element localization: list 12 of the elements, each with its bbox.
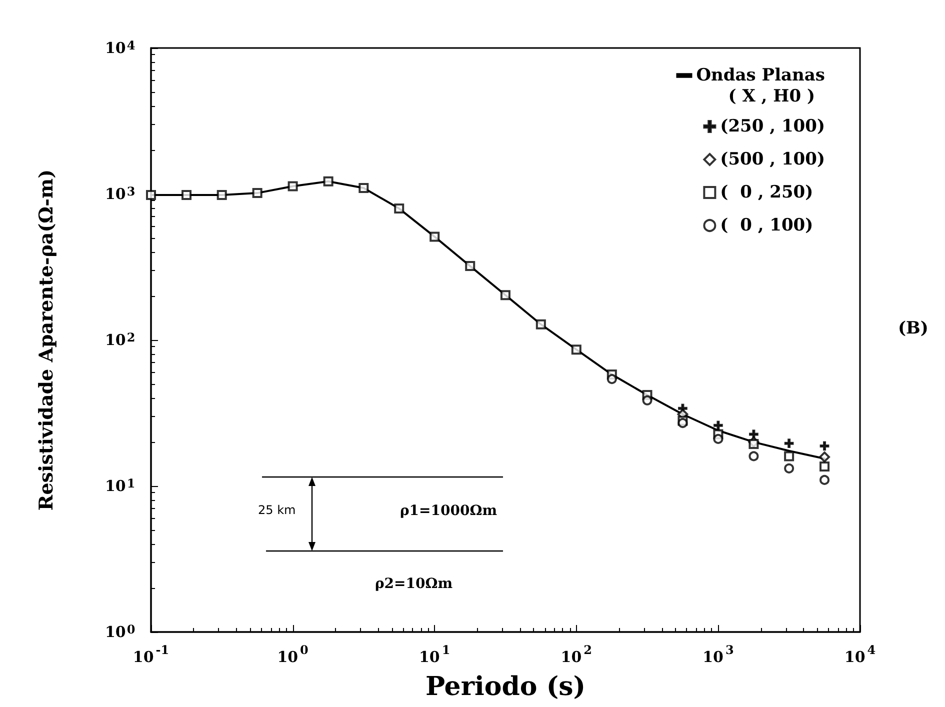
text: (B) bbox=[898, 318, 928, 338]
legend-label: ( 0 , 100) bbox=[720, 216, 814, 236]
annotation: 25 km bbox=[258, 503, 296, 517]
annotation: ρ1=1000Ωm bbox=[400, 503, 498, 519]
legend-label: (500 , 100) bbox=[720, 150, 826, 170]
legend-label: (250 , 100) bbox=[720, 116, 826, 136]
legend-title: ( X , H0 ) bbox=[728, 86, 816, 106]
x-axis-title: Periodo (s) bbox=[425, 672, 586, 702]
legend-label: ( 0 , 250) bbox=[720, 182, 814, 202]
y-axis-title: Resistividade Aparente-ρa(Ω-m) bbox=[36, 169, 58, 511]
legend-label: Ondas Planas bbox=[696, 66, 826, 86]
annotation: ρ2=10Ωm bbox=[375, 576, 453, 592]
